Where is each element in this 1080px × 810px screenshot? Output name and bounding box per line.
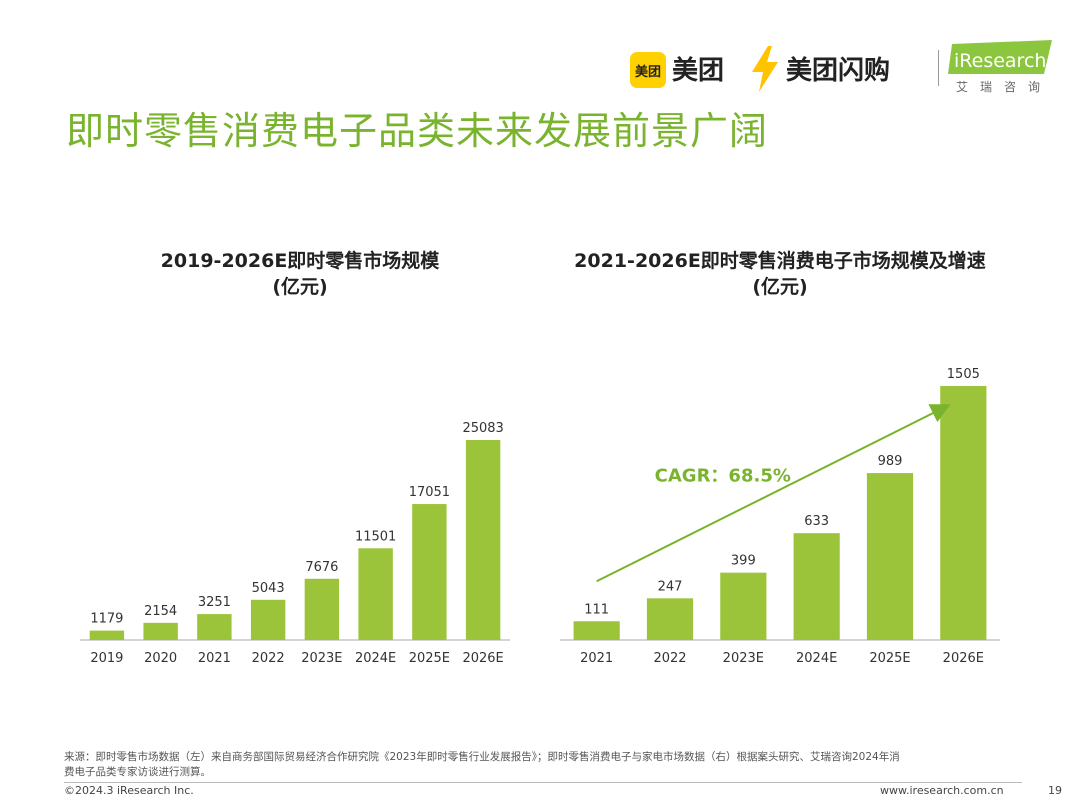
x-tick-label-2024E: 2024E [355,651,396,666]
shangou-logo-text: 美团闪购 [786,56,891,86]
lightning-bolt-icon [752,46,778,92]
left-chart-title: 2019-2026E即时零售市场规模 (亿元) [120,248,480,300]
website-url: www.iresearch.com.cn [880,784,1004,797]
data-label-2023E: 7676 [305,560,338,575]
data-label-2022: 247 [658,579,683,594]
bar-2025E [866,473,914,640]
header-logos: 美团 美团 美团闪购 iResearch 艾瑞咨询 [626,40,1056,94]
right-bar-chart: 111 2021 247 2022 399 2023E 633 2024E 989 2025E 15… [560,367,1000,666]
iresearch-logo-text: iResearch [954,50,1046,72]
page-title: 即时零售消费电子品类未来发展前景广阔 [66,109,769,153]
source-note-line1: 来源：即时零售市场数据（左）来自商务部国际贸易经济合作研究院《2023年即时零售… [64,751,900,763]
data-label-2025E: 989 [878,454,903,469]
x-tick-label-2022: 2022 [653,651,686,666]
iresearch-logo: iResearch [948,40,1052,74]
page-number: 19 [1048,784,1062,797]
bar-2022 [646,598,694,640]
logo-divider [938,50,939,86]
data-label-2026E: 25083 [462,421,503,436]
x-tick-label-2023E: 2023E [301,651,342,666]
data-label-2021: 3251 [198,595,231,610]
data-label-2020: 2154 [144,604,177,619]
bar-2026E [465,440,501,640]
data-label-2019: 1179 [90,612,123,627]
bar-2022 [250,599,286,640]
data-label-2022: 5043 [252,581,285,596]
x-tick-label-2023E: 2023E [723,651,764,666]
x-tick-label-2026E: 2026E [943,651,984,666]
copyright: ©2024.3 iResearch Inc. [64,784,194,797]
bar-2021 [573,621,620,640]
bar-2023E [304,578,340,640]
left-bar-chart: 1179 2019 2154 2020 3251 2021 5043 2022 7676 2023… [80,421,510,666]
bar-2019 [89,630,125,640]
right-chart-title-line2: (亿元) [752,276,808,298]
data-label-2023E: 399 [731,554,756,569]
source-note-line2: 费电子品类专家访谈进行测算。 [64,766,211,778]
x-tick-label-2021: 2021 [198,651,231,666]
data-label-2021: 111 [584,602,609,617]
right-chart-title-line1: 2021-2026E即时零售消费电子市场规模及增速 [574,250,986,272]
left-chart-title-line1: 2019-2026E即时零售市场规模 [160,250,440,272]
x-tick-label-2020: 2020 [144,651,177,666]
x-tick-label-2024E: 2024E [796,651,837,666]
bar-2025E [412,504,447,640]
x-tick-label-2019: 2019 [90,651,123,666]
right-chart-title: 2021-2026E即时零售消费电子市场规模及增速 (亿元) [550,248,1010,300]
meituan-logo-text: 美团 [672,56,725,86]
data-label-2024E: 11501 [355,529,396,544]
x-tick-label-2026E: 2026E [462,651,503,666]
bar-2024E [793,533,840,640]
data-label-2025E: 17051 [409,485,450,500]
meituan-logo-badge: 美团 [630,52,666,88]
x-tick-label-2025E: 2025E [409,651,450,666]
bar-2024E [358,548,393,640]
source-note: 来源：即时零售市场数据（左）来自商务部国际贸易经济合作研究院《2023年即时零售… [64,750,1024,780]
x-tick-label-2021: 2021 [580,651,613,666]
cagr-annotation: CAGR：68.5% [655,466,791,487]
data-label-2026E: 1505 [947,367,980,382]
x-tick-label-2022: 2022 [252,651,285,666]
bar-2021 [197,614,232,640]
bar-2026E [940,386,987,640]
x-tick-label-2025E: 2025E [869,651,910,666]
iresearch-subtitle: 艾瑞咨询 [956,80,1053,94]
cagr-trend-arrow [596,404,951,583]
left-chart-title-line2: (亿元) [272,276,328,298]
data-label-2024E: 633 [804,514,829,529]
footer-divider [64,782,1022,783]
bar-2020 [143,622,178,640]
bar-2023E [720,572,767,640]
